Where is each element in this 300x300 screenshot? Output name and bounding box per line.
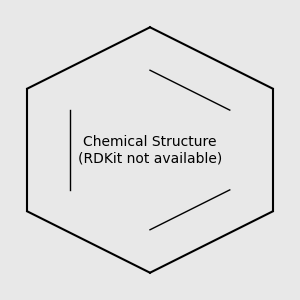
- Text: Chemical Structure
(RDKit not available): Chemical Structure (RDKit not available): [78, 135, 222, 165]
